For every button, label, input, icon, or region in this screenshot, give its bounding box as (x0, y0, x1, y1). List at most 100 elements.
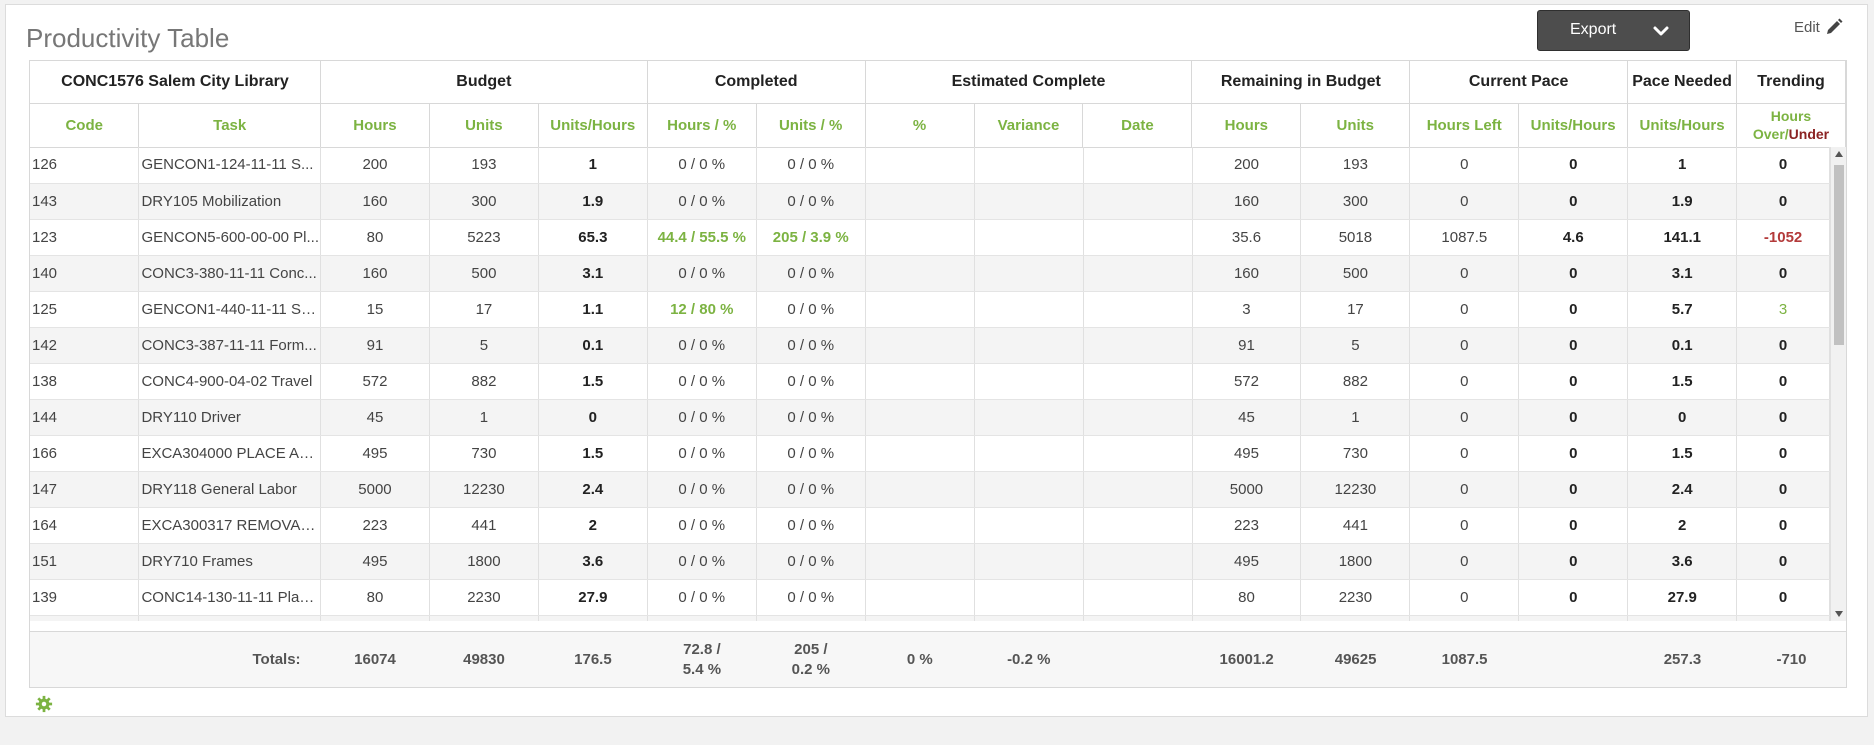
table-row[interactable]: 164 EXCA300317 REMOVAL ... 223 441 2 0 / 0 % 0… (30, 507, 1830, 544)
row-est-date (1083, 507, 1193, 544)
row-budget-hours: 572 (320, 363, 430, 400)
row-est-pct (865, 435, 975, 472)
col-est-date[interactable]: Date (1082, 103, 1193, 148)
row-current-units-hours: 0 (1518, 471, 1629, 508)
col-current-units-hours[interactable]: Units/Hours (1518, 103, 1629, 148)
row-needed-units-hours: 3.6 (1627, 543, 1738, 580)
total-trending: -710 (1776, 650, 1807, 668)
table-row[interactable]: 147 DRY118 General Labor 5000 12230 2.4 0 / 0… (30, 471, 1830, 508)
row-est-date (1083, 579, 1193, 616)
row-est-pct (865, 183, 975, 220)
total-units-hours: 176.5 (574, 650, 612, 668)
col-trending[interactable]: Hours Over/Under (1736, 103, 1846, 148)
row-est-variance (974, 471, 1084, 508)
row-remaining-units: 5 (1300, 327, 1411, 364)
row-est-variance (974, 399, 1084, 436)
row-est-date (1083, 543, 1193, 580)
chevron-down-icon (1653, 26, 1669, 36)
col-completed-units-pct[interactable]: Units / % (756, 103, 866, 148)
edit-link[interactable]: Edit (1794, 17, 1844, 37)
row-budget-units: 1800 (429, 543, 539, 580)
scroll-down-arrow-icon[interactable] (1835, 611, 1843, 617)
row-remaining-units: 2230 (1300, 579, 1411, 616)
row-hours-left: 1087.5 (1409, 219, 1520, 256)
scroll-up-arrow-icon[interactable] (1835, 151, 1843, 157)
row-needed-units-hours: 5.7 (1627, 291, 1738, 328)
row-est-date (1083, 291, 1193, 328)
row-task: DRY110 Driver (138, 399, 321, 436)
col-hours-left[interactable]: Hours Left (1409, 103, 1520, 148)
row-task: GENCON1-124-11-11 S... (138, 147, 321, 184)
row-est-pct (865, 255, 975, 292)
row-task: GENCON1-440-11-11 ST... (138, 291, 321, 328)
row-budget-units-hours: 1.9 (538, 183, 648, 220)
row-budget-units-hours: 0 (538, 399, 648, 436)
row-task: CONC3-387-11-11 Form... (138, 327, 321, 364)
export-button[interactable]: Export (1537, 10, 1690, 51)
row-completed-hours: 0 / 0 % (647, 363, 757, 400)
table-row[interactable]: 140 CONC3-380-11-11 Conc... 160 500 3.1 0 / 0… (30, 255, 1830, 292)
table-scrollbar[interactable] (1830, 147, 1846, 621)
table-row[interactable]: 123 GENCON5-600-00-00 Pl... 80 5223 65.3 44.4… (30, 219, 1830, 256)
row-completed-units: 0 / 0 % (756, 291, 866, 328)
row-est-pct (865, 363, 975, 400)
row-current-units-hours: 0 (1518, 291, 1629, 328)
row-code: 166 (30, 435, 140, 472)
row-budget-hours: 5000 (320, 471, 430, 508)
col-completed-hours-pct[interactable]: Hours / % (647, 103, 757, 148)
row-est-date (1083, 435, 1193, 472)
table-row[interactable]: 142 CONC3-387-11-11 Form... 91 5 0.1 0 / 0 % 0… (30, 327, 1830, 364)
table-row[interactable]: 151 DRY710 Frames 495 1800 3.6 0 / 0 % 0 / 0 %… (30, 543, 1830, 580)
row-trending: -1052 (1736, 219, 1830, 256)
row-hours-left: 0 (1409, 291, 1520, 328)
row-budget-hours: 160 (320, 255, 430, 292)
col-needed-units-hours[interactable]: Units/Hours (1627, 103, 1737, 148)
row-remaining-units: 193 (1300, 147, 1411, 184)
row-completed-hours: 0 / 0 % (647, 255, 757, 292)
row-budget-hours: 200 (320, 147, 430, 184)
table-row[interactable]: 139 CONC14-130-11-11 Plac... 80 2230 27.9 0 /… (30, 579, 1830, 616)
totals-label: Totals: (252, 650, 301, 668)
table-row[interactable]: 138 CONC4-900-04-02 Travel 572 882 1.5 0 / 0 … (30, 363, 1830, 400)
col-est-pct[interactable]: % (865, 103, 975, 148)
col-code[interactable]: Code (30, 103, 140, 148)
scroll-thumb[interactable] (1834, 165, 1844, 345)
col-remaining-units[interactable]: Units (1300, 103, 1411, 148)
row-completed-units: 0 / 0 % (756, 255, 866, 292)
row-current-units-hours: 4.6 (1518, 219, 1629, 256)
row-est-date (1083, 363, 1193, 400)
table-body-scroll[interactable]: 126 GENCON1-124-11-11 S... 200 193 1 0 / 0 % 0… (30, 147, 1830, 621)
row-est-date (1083, 219, 1193, 256)
page-title: Productivity Table (26, 23, 230, 53)
row-budget-units-hours: 1.5 (538, 363, 648, 400)
row-trending: 0 (1736, 255, 1830, 292)
table-row[interactable]: 126 GENCON1-124-11-11 S... 200 193 1 0 / 0 % 0… (30, 147, 1830, 184)
row-budget-units-hours: 2.4 (538, 471, 648, 508)
col-budget-units[interactable]: Units (429, 103, 539, 148)
row-task: EXCA304000 PLACE ASP... (138, 435, 321, 472)
row-needed-units-hours: 2.4 (1627, 471, 1738, 508)
group-remaining: Remaining in Budget (1191, 61, 1411, 104)
col-budget-hours[interactable]: Hours (320, 103, 430, 148)
group-project: CONC1576 Salem City Library (30, 61, 321, 104)
row-est-date (1083, 255, 1193, 292)
col-task[interactable]: Task (138, 103, 321, 148)
row-current-units-hours: 0 (1518, 183, 1629, 220)
trend-over-label: Hours Over/ (1752, 108, 1812, 142)
col-remaining-hours[interactable]: Hours (1191, 103, 1302, 148)
gear-icon[interactable] (35, 695, 53, 713)
row-trending: 0 (1736, 543, 1830, 580)
table-row[interactable]: 125 GENCON1-440-11-11 ST... 15 17 1.1 12 / 80… (30, 291, 1830, 328)
table-row[interactable]: 143 DRY105 Mobilization 160 300 1.9 0 / 0 % 0 … (30, 183, 1830, 220)
table-row[interactable]: 144 DRY110 Driver 45 1 0 0 / 0 % 0 / 0 % 45 1 0 0 0… (30, 399, 1830, 436)
row-budget-units: 882 (429, 363, 539, 400)
col-est-variance[interactable]: Variance (974, 103, 1084, 148)
row-hours-left: 0 (1409, 399, 1520, 436)
table-row[interactable]: 166 EXCA304000 PLACE ASP... 495 730 1.5 0 / 0… (30, 435, 1830, 472)
row-trending: 0 (1736, 471, 1830, 508)
row-budget-hours: 495 (320, 543, 430, 580)
row-budget-hours: 80 (320, 579, 430, 616)
row-remaining-hours: 495 (1192, 435, 1302, 472)
col-budget-units-hours[interactable]: Units/Hours (538, 103, 648, 148)
row-budget-units: 12230 (429, 471, 539, 508)
